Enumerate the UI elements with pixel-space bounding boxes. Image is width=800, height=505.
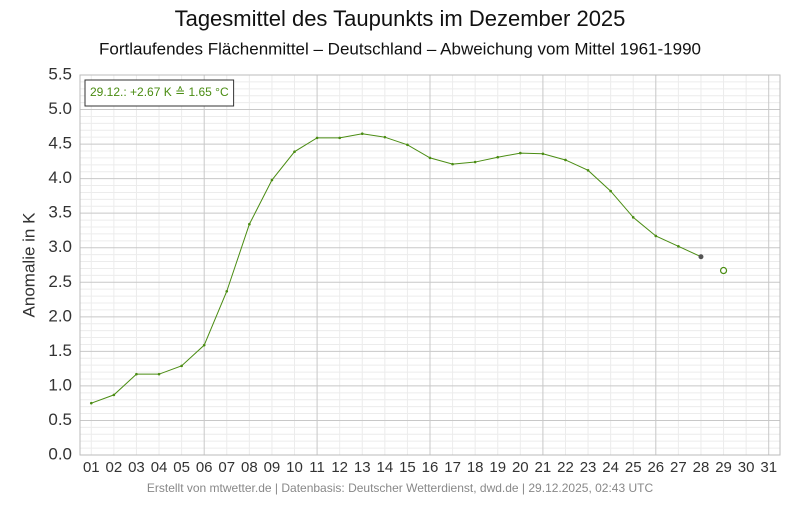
- y-tick-label: 0.5: [48, 410, 72, 429]
- data-point: [698, 254, 704, 260]
- x-tick-label: 21: [535, 459, 552, 476]
- x-tick-label: 25: [625, 459, 642, 476]
- x-tick-label: 13: [354, 459, 371, 476]
- data-point: [586, 169, 590, 172]
- x-tick-label: 03: [128, 459, 145, 476]
- x-tick-label: 19: [489, 459, 506, 476]
- annotation-box: [84, 79, 235, 107]
- y-tick-label: 0.0: [48, 444, 72, 463]
- data-point: [564, 158, 567, 162]
- x-tick-label: 14: [376, 459, 393, 476]
- x-tick-label: 05: [173, 459, 190, 476]
- x-tick-label: 26: [647, 459, 664, 476]
- data-point: [541, 152, 545, 156]
- data-point: [609, 189, 612, 193]
- y-tick-label: 2.5: [48, 272, 72, 291]
- data-point: [383, 135, 387, 139]
- data-point: [180, 364, 183, 368]
- chart-subtitle: Fortlaufendes Flächenmittel – Deutschlan…: [99, 39, 701, 58]
- data-point: [202, 343, 206, 347]
- y-tick-label: 2.0: [48, 306, 72, 325]
- data-point: [631, 216, 635, 219]
- x-tick-label: 16: [422, 459, 439, 476]
- data-point: [157, 372, 161, 376]
- x-tick-label: 30: [738, 459, 755, 476]
- x-tick-label: 04: [151, 459, 168, 476]
- data-point: [360, 132, 364, 136]
- y-axis-label: Anomalie in K: [19, 212, 38, 318]
- x-tick-label: 18: [467, 459, 484, 476]
- data-point: [315, 136, 319, 140]
- footer: Erstellt von mtwetter.de | Datenbasis: D…: [147, 481, 654, 495]
- x-tick-label: 11: [309, 459, 325, 476]
- data-point: [428, 156, 432, 160]
- x-tick-label: 20: [512, 459, 529, 476]
- data-point: [654, 234, 658, 238]
- y-tick-label: 4.0: [48, 168, 72, 187]
- x-tick-label: 31: [760, 459, 777, 476]
- data-point: [338, 136, 341, 140]
- data-point: [225, 289, 229, 293]
- x-tick-label: 17: [444, 459, 461, 476]
- data-point: [677, 245, 680, 248]
- data-point: [406, 143, 409, 147]
- y-tick-label: 5.5: [48, 64, 72, 83]
- x-tick-label: 15: [399, 459, 416, 476]
- data-point: [519, 151, 522, 155]
- x-tick-label: 23: [580, 459, 597, 476]
- chart-title: Tagesmittel des Taupunkts im Dezember 20…: [175, 6, 626, 31]
- x-tick-label: 22: [557, 459, 574, 476]
- x-tick-label: 09: [264, 459, 281, 476]
- data-point: [496, 155, 500, 159]
- x-tick-label: 24: [602, 459, 619, 476]
- y-tick-label: 3.5: [48, 203, 72, 222]
- data-point: [135, 372, 138, 376]
- x-tick-label: 01: [83, 459, 100, 476]
- plot-border: [79, 74, 781, 456]
- x-tick-label: 29: [715, 459, 732, 476]
- y-tick-label: 5.0: [48, 99, 72, 118]
- estimate-point: [719, 266, 728, 275]
- data-point: [293, 150, 296, 153]
- x-tick-label: 07: [218, 459, 235, 476]
- y-tick-label: 4.5: [48, 134, 72, 153]
- y-tick-label: 1.0: [48, 375, 72, 394]
- x-tick-label: 02: [106, 459, 123, 476]
- annotation: 29.12.: +2.67 K ≙ 1.65 °C: [90, 85, 229, 99]
- data-point: [451, 162, 454, 166]
- data-point: [270, 178, 274, 182]
- x-tick-label: 06: [196, 459, 213, 476]
- series-line: [91, 133, 702, 404]
- x-tick-label: 27: [670, 459, 687, 476]
- x-tick-label: 10: [286, 459, 303, 476]
- data-point: [89, 401, 93, 405]
- y-tick-label: 3.0: [48, 237, 72, 256]
- x-tick-label: 08: [241, 459, 258, 476]
- data-point: [112, 393, 116, 397]
- x-tick-label: 28: [693, 459, 710, 476]
- data-point: [248, 222, 251, 226]
- y-tick-label: 1.5: [48, 341, 72, 360]
- x-tick-label: 12: [331, 459, 348, 476]
- data-point: [473, 160, 477, 164]
